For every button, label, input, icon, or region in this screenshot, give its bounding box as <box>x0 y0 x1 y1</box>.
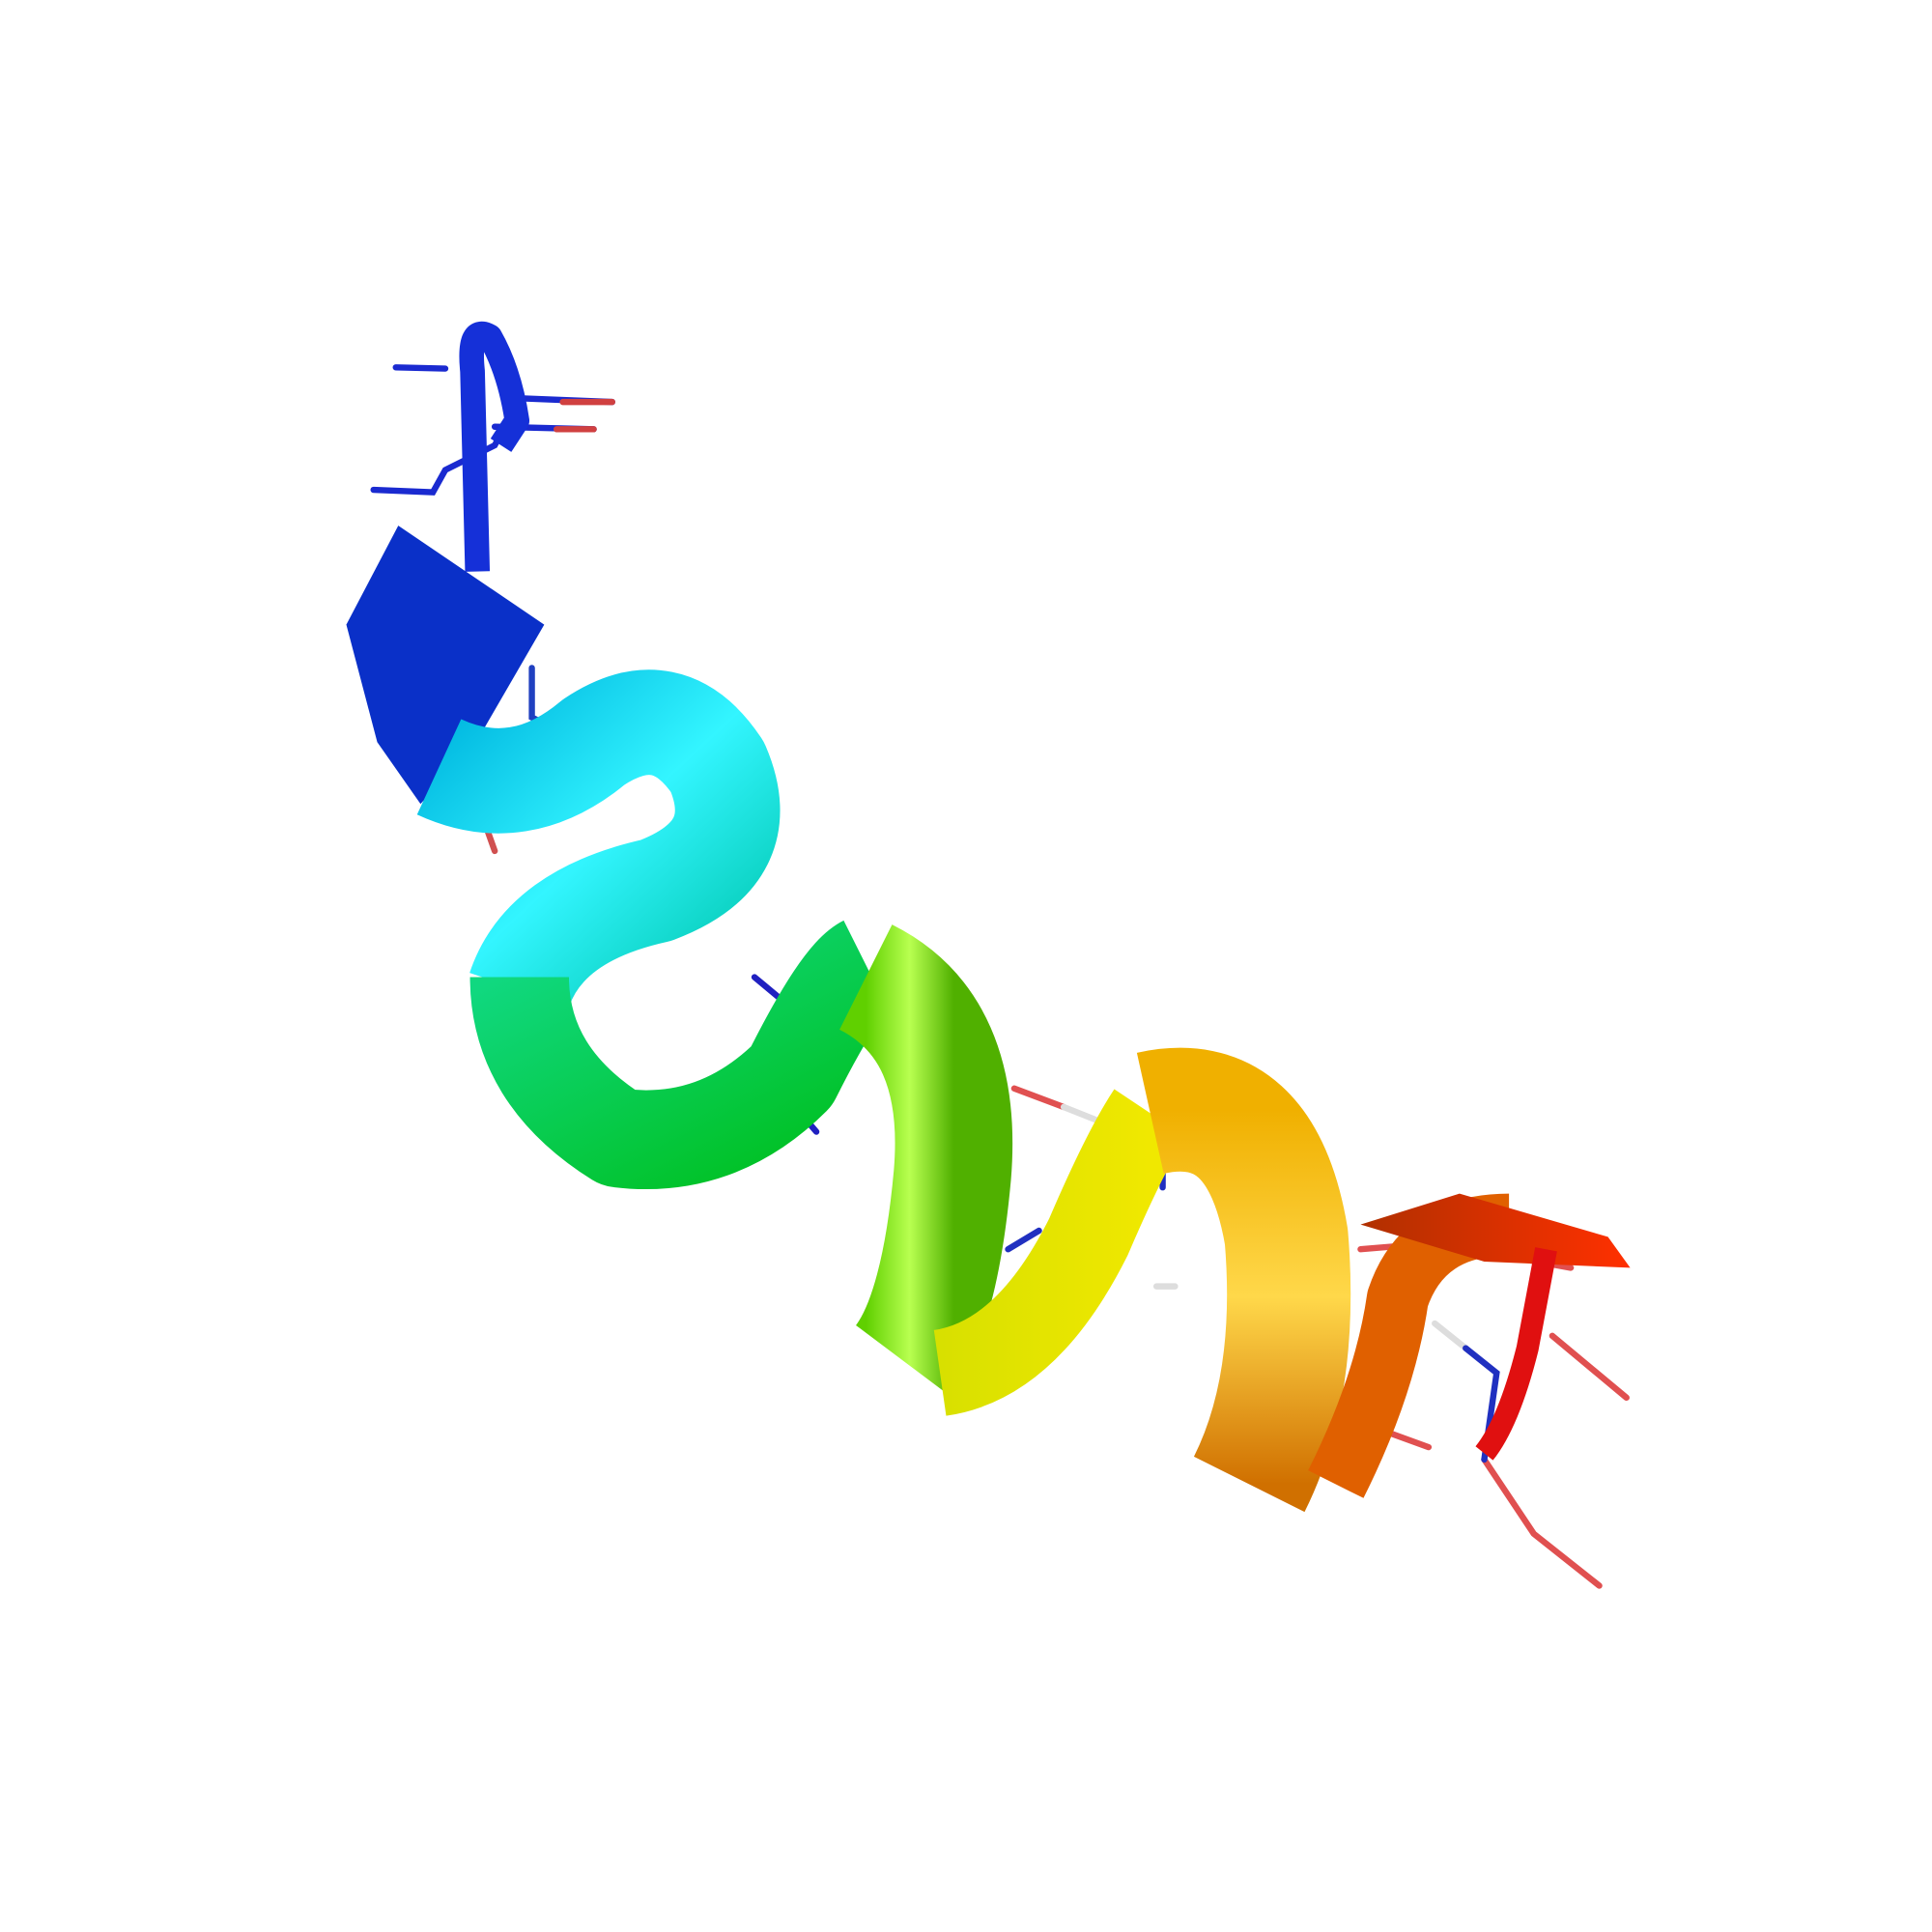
helix-start <box>346 526 545 805</box>
helix-end <box>1360 1193 1631 1268</box>
ribbon <box>346 321 1631 1513</box>
